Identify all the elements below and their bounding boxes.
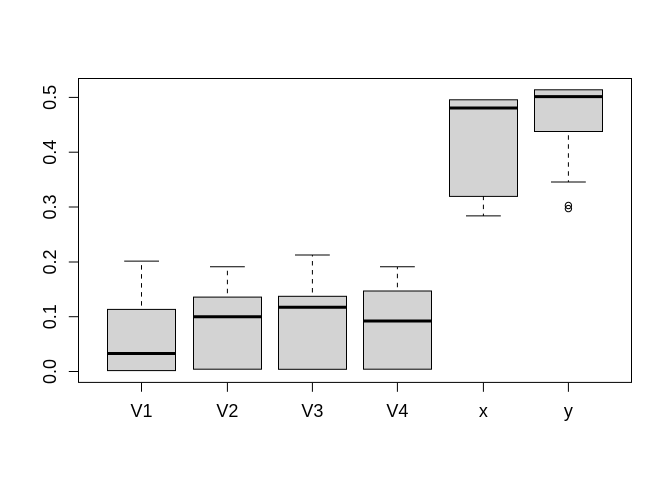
svg-text:x: x (479, 401, 488, 421)
svg-text:V4: V4 (386, 401, 408, 421)
svg-text:V1: V1 (130, 401, 152, 421)
svg-text:V3: V3 (301, 401, 323, 421)
svg-text:0.1: 0.1 (40, 304, 60, 329)
svg-text:0.3: 0.3 (40, 194, 60, 219)
svg-text:V2: V2 (216, 401, 238, 421)
svg-text:0.4: 0.4 (40, 140, 60, 165)
svg-text:y: y (564, 401, 573, 421)
svg-text:0.2: 0.2 (40, 249, 60, 274)
svg-text:0.0: 0.0 (40, 359, 60, 384)
svg-text:0.5: 0.5 (40, 85, 60, 110)
